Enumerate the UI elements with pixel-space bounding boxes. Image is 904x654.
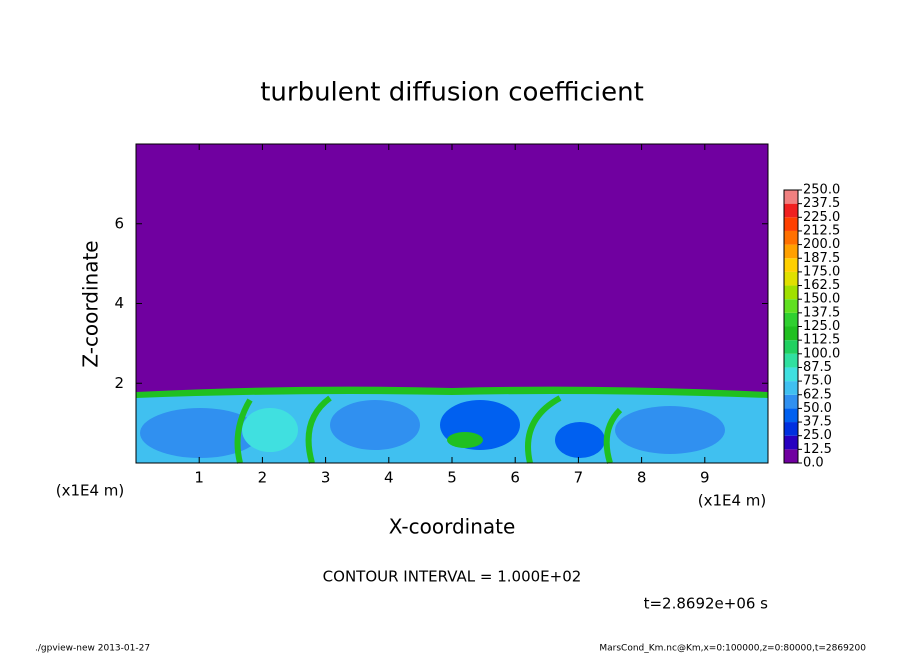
x-axis-label: X-coordinate [389,515,516,539]
colorbar-label: 175.0 [803,264,840,279]
colorbar-label: 37.5 [803,415,832,430]
colorbar-band [784,217,798,231]
colorbar-label: 50.0 [803,401,832,416]
footer: MarsCond_Km.nc@Km,x=0:100000,z=0:80000,t… [599,644,866,654]
colorbar-band [784,258,798,272]
colorbar-band [784,312,798,327]
colorbar-band [784,271,798,286]
field-eddy [555,422,605,458]
time-label: t=2.8692e+06 s [644,595,769,613]
colorbar-band [784,422,798,436]
x-tick-label: 6 [510,469,520,487]
colorbar-label: 125.0 [803,319,840,334]
x-unit: (x1E4 m) [698,492,767,510]
colorbar-band [784,299,798,313]
colorbar-label: 162.5 [803,278,840,293]
field-eddy [140,408,260,458]
colorbar-band [784,230,798,245]
colorbar-band [784,408,798,423]
field-eddy [447,432,483,448]
colorbar-band [784,190,798,204]
colorbar-band [784,203,798,218]
footer: ./gpview-new 2013-01-27 [35,644,150,654]
y-tick-label: 4 [114,294,124,312]
colorbar-label: 150.0 [803,292,840,307]
y-tick-label: 2 [114,374,124,392]
x-tick-label: 9 [700,469,710,487]
colorbar-label: 87.5 [803,360,832,375]
colorbar-band [784,340,798,354]
colorbar-band [784,449,798,463]
colorbar-label: 112.5 [803,333,840,348]
colorbar-label: 237.5 [803,196,840,211]
colorbar-label: 187.5 [803,251,840,266]
x-tick-label: 3 [321,469,331,487]
colorbar-label: 100.0 [803,346,840,361]
colorbar-label: 250.0 [803,183,840,198]
y-axis-label: Z-coordinate [79,240,103,367]
field-plume [234,395,623,464]
colorbar-label: 25.0 [803,428,832,443]
colorbar-band [784,435,798,450]
field-eddy [615,406,725,454]
contour-interval: CONTOUR INTERVAL = 1.000E+02 [323,568,582,586]
y-tick-label: 6 [114,214,124,232]
x-unit: (x1E4 m) [56,482,125,500]
colorbar-label: 62.5 [803,387,832,402]
colorbar-band [784,367,798,382]
x-tick-label: 7 [574,469,584,487]
x-tick-label: 8 [637,469,647,487]
field [136,144,768,464]
colorbar-band [784,285,798,300]
colorbar-label: 212.5 [803,223,840,238]
x-tick-label: 1 [194,469,204,487]
colorbar-band [784,244,798,259]
chart-title: turbulent diffusion coefficient [260,78,644,108]
colorbar-label: 0.0 [803,456,824,471]
colorbar-band [784,353,798,368]
colorbar-label: 75.0 [803,374,832,389]
x-tick-label: 5 [447,469,457,487]
colorbar-label: 137.5 [803,305,840,320]
field-eddy [330,400,420,450]
colorbar-label: 12.5 [803,442,832,457]
colorbar-band [784,381,798,395]
colorbar-label: 225.0 [803,210,840,225]
colorbar-band [784,326,798,341]
x-tick-label: 2 [258,469,268,487]
colorbar-band [784,394,798,409]
colorbar-label: 200.0 [803,237,840,252]
field-eddy [242,408,298,452]
x-tick-label: 4 [384,469,394,487]
